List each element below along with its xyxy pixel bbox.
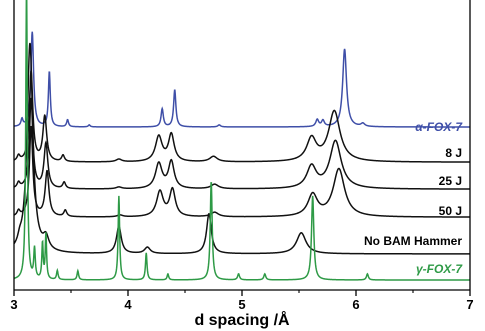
x-tick-label: 6	[352, 297, 359, 312]
series-label-6: γ-FOX-7	[416, 262, 463, 276]
x-axis-title: d spacing /Å	[194, 310, 290, 329]
series-label-2: 8 J	[445, 146, 462, 160]
series-labels: α-FOX-7 8 J 25 J 50 J No BAM Hammer γ-FOX-7	[364, 120, 463, 276]
series-line-3	[13, 97, 470, 190]
series-line-1	[13, 31, 470, 128]
series-line-4	[13, 125, 470, 218]
x-ticks: 3 4 5 6 7	[10, 290, 474, 312]
series-label-1: α-FOX-7	[415, 120, 463, 134]
series-label-4: 50 J	[439, 204, 462, 218]
x-tick-label: 5	[238, 297, 245, 312]
series-line-2	[13, 70, 470, 163]
x-tick-label: 4	[124, 297, 132, 312]
series-traces	[13, 0, 470, 281]
x-tick-label: 3	[10, 297, 17, 312]
x-tick-label: 7	[466, 297, 473, 312]
series-line-6	[13, 0, 470, 281]
series-line-5	[13, 42, 470, 255]
series-label-3: 25 J	[439, 174, 462, 188]
series-label-5: No BAM Hammer	[364, 234, 462, 248]
